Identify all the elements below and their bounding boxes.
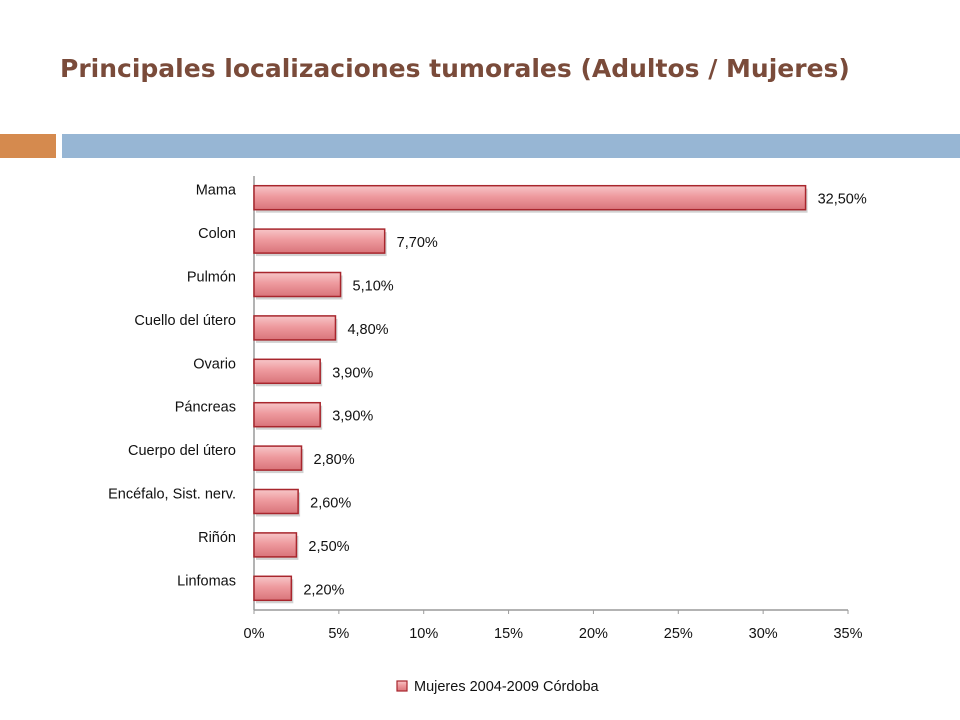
data-label: 3,90% xyxy=(332,409,373,425)
x-tick-label: 20% xyxy=(579,626,608,642)
data-label: 2,60% xyxy=(310,496,351,512)
x-tick-label: 25% xyxy=(664,626,693,642)
bar xyxy=(253,532,298,558)
category-label: Cuello del útero xyxy=(134,313,236,329)
data-labels: 32,50% 7,70% 5,10% 4,80% 3,90% 3,90% 2,80% 2,60… xyxy=(303,192,867,599)
bar xyxy=(253,315,337,341)
data-label: 5,10% xyxy=(353,279,394,295)
category-label: Cuerpo del útero xyxy=(128,443,236,459)
bar xyxy=(253,445,303,471)
bar xyxy=(253,228,386,254)
x-tick-label: 5% xyxy=(328,626,349,642)
category-label: Pulmón xyxy=(187,270,236,286)
slide-title: Principales localizaciones tumorales (Ad… xyxy=(60,54,850,83)
data-label: 2,20% xyxy=(303,582,344,598)
chart-bars xyxy=(253,184,808,604)
x-tick-label: 15% xyxy=(494,626,523,642)
category-label: Linfomas xyxy=(177,573,236,589)
bar xyxy=(253,184,807,211)
data-label: 32,50% xyxy=(818,192,867,208)
x-tick-label: 30% xyxy=(749,626,778,642)
bar xyxy=(253,401,321,428)
accent-bar-blue xyxy=(62,134,960,158)
category-label: Mama xyxy=(196,183,237,199)
x-tick-label: 10% xyxy=(409,626,438,642)
bar xyxy=(253,271,342,298)
x-tick-labels: 0% 5% 10% 15% 20% 25% 30% 35% xyxy=(244,626,863,642)
data-label: 3,90% xyxy=(332,365,373,381)
category-label: Riñón xyxy=(198,530,236,546)
bar xyxy=(253,488,299,515)
legend: Mujeres 2004-2009 Córdoba xyxy=(396,679,600,695)
category-label: Ovario xyxy=(193,356,236,372)
category-label: Encéfalo, Sist. nerv. xyxy=(108,487,236,503)
bar xyxy=(253,358,321,385)
data-label: 4,80% xyxy=(347,322,388,338)
category-label: Colon xyxy=(198,226,236,242)
legend-swatch xyxy=(396,680,408,692)
data-label: 2,50% xyxy=(308,539,349,555)
data-label: 7,70% xyxy=(397,235,438,251)
accent-bar-orange xyxy=(0,134,56,158)
x-tick-label: 0% xyxy=(244,626,265,642)
legend-label: Mujeres 2004-2009 Córdoba xyxy=(414,679,600,695)
x-tick-label: 35% xyxy=(833,626,862,642)
bar xyxy=(253,575,293,602)
category-labels: Mama Colon Pulmón Cuello del útero Ovario Pán… xyxy=(108,183,237,590)
data-label: 2,80% xyxy=(314,452,355,468)
category-label: Páncreas xyxy=(175,400,236,416)
